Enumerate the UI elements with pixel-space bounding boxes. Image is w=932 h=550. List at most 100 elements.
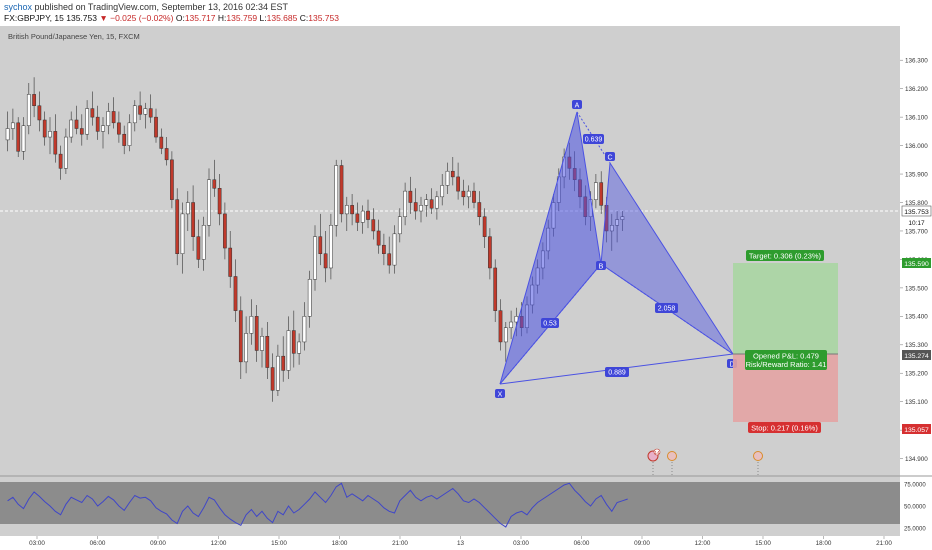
ratio-bd-label: 2.058 [658, 306, 676, 313]
stop-price-label: 135.057 [904, 427, 929, 434]
time-tick-label: 03:00 [513, 540, 529, 547]
price-tick-label: 135.800 [905, 200, 928, 207]
time-tick-label: 03:00 [29, 540, 45, 547]
candle-down [148, 108, 153, 118]
candle-up [101, 125, 105, 132]
price-scale[interactable] [900, 26, 932, 550]
stop-price-badge [902, 424, 931, 434]
rsi-line [7, 482, 628, 528]
candle-down [488, 236, 492, 269]
time-tick-label: 15:00 [755, 540, 771, 547]
ratio-xd-label: 0.889 [608, 370, 626, 377]
candle-down [170, 159, 174, 200]
candle-down [191, 202, 195, 237]
candle-down [212, 179, 217, 189]
candle-up [615, 219, 619, 226]
point-c-label: C [607, 155, 612, 162]
point-x-label: X [498, 392, 503, 399]
event-flag-icon[interactable] [753, 451, 763, 461]
time-tick-label: 13 [457, 540, 465, 547]
pattern-bd-line [600, 263, 734, 355]
price-tick-label: 135.300 [905, 342, 928, 349]
stop-label: Stop: 0.217 (0.16%) [751, 424, 818, 433]
chart-header: sychox published on TradingView.com, Sep… [0, 0, 932, 26]
candle-up [5, 128, 10, 141]
ratio-ab-badge [583, 134, 604, 144]
candle-up [509, 321, 513, 328]
candle-down [175, 199, 180, 254]
candle-down [95, 116, 100, 132]
bar-countdown: 10:17 [908, 220, 925, 227]
price-tick-label: 135.500 [905, 285, 928, 292]
candle-up [435, 196, 439, 209]
position-tool[interactable]: Target: 0.306 (0.23%) Opened P&L: 0.479 … [733, 250, 838, 433]
candle-down [159, 136, 164, 149]
time-tick-label: 09:00 [634, 540, 650, 547]
candle-up [313, 236, 317, 280]
time-tick-label: 06:00 [90, 540, 106, 547]
candle-down [450, 170, 455, 178]
harmonic-pattern[interactable]: A B C D X 0.639 0.53 2.058 0.889 [495, 100, 737, 399]
event-count: 14 [654, 450, 660, 455]
candle-up [249, 316, 254, 334]
author-link[interactable]: sychox [4, 2, 33, 12]
candle-down [339, 165, 344, 215]
ratio-xa-badge [541, 318, 559, 328]
last-price-badge [901, 205, 932, 217]
chart-title: British Pound/Japanese Yen, 15, FXCM [8, 32, 140, 41]
low-label: L: [259, 13, 267, 23]
candle-down [265, 336, 270, 368]
rsi-indicator [7, 482, 628, 528]
candle-up [85, 108, 89, 135]
candle-down [58, 153, 63, 169]
point-d-label: D [729, 362, 734, 369]
open-label: O: [175, 13, 185, 23]
event-flag-icon[interactable] [667, 451, 677, 461]
candle-down [599, 182, 604, 206]
price-badges: 135.753 10:17 135.590 135.274 135.057 [901, 205, 932, 434]
candle-up [207, 179, 211, 226]
time-tick-label: 12:00 [695, 540, 711, 547]
target-price-label: 135.590 [904, 261, 929, 268]
candle-down [482, 216, 487, 237]
candle-down [238, 310, 243, 363]
candle-up [403, 190, 407, 217]
candle-up [201, 225, 206, 260]
event-icons[interactable]: 14 [647, 448, 763, 476]
candle-down [456, 176, 460, 192]
candle-up [11, 122, 15, 129]
price-change: ▼ −0.025 (−0.02%) [99, 13, 174, 23]
symbol-label: FX:GBPJPY, 15 [4, 13, 64, 23]
candle-down [79, 128, 84, 135]
candle-up [445, 170, 450, 186]
time-tick-label: 21:00 [876, 540, 892, 547]
publish-line: sychox published on TradingView.com, Sep… [4, 2, 288, 12]
candle-up [48, 131, 52, 138]
time-tick-label: 18:00 [332, 540, 348, 547]
low-value: 135.685 [266, 13, 298, 23]
candle-down [138, 105, 142, 115]
entry-price-label: 135.274 [904, 353, 929, 360]
time-scale[interactable] [0, 536, 900, 550]
ratio-bd-badge [655, 303, 678, 313]
point-x-badge [495, 389, 505, 398]
candle-down [371, 219, 376, 232]
event-count-badge [653, 448, 661, 456]
time-tick-label: 06:00 [574, 540, 590, 547]
ratio-ab-label: 0.639 [585, 137, 603, 144]
time-tick-label: 12:00 [211, 540, 227, 547]
candle-up [440, 185, 445, 198]
time-tick-label: 15:00 [271, 540, 287, 547]
point-b-label: B [599, 264, 604, 271]
candle-up [185, 202, 190, 215]
candle-down [111, 111, 116, 124]
point-a-badge [572, 100, 582, 109]
price-tick-label: 135.400 [905, 314, 928, 321]
last-price: 135.753 [66, 13, 97, 23]
candle-up [419, 205, 423, 212]
candle-down [32, 94, 36, 107]
candle-up [143, 108, 148, 115]
high-label: H: [217, 13, 227, 23]
point-a-label: A [575, 103, 580, 110]
